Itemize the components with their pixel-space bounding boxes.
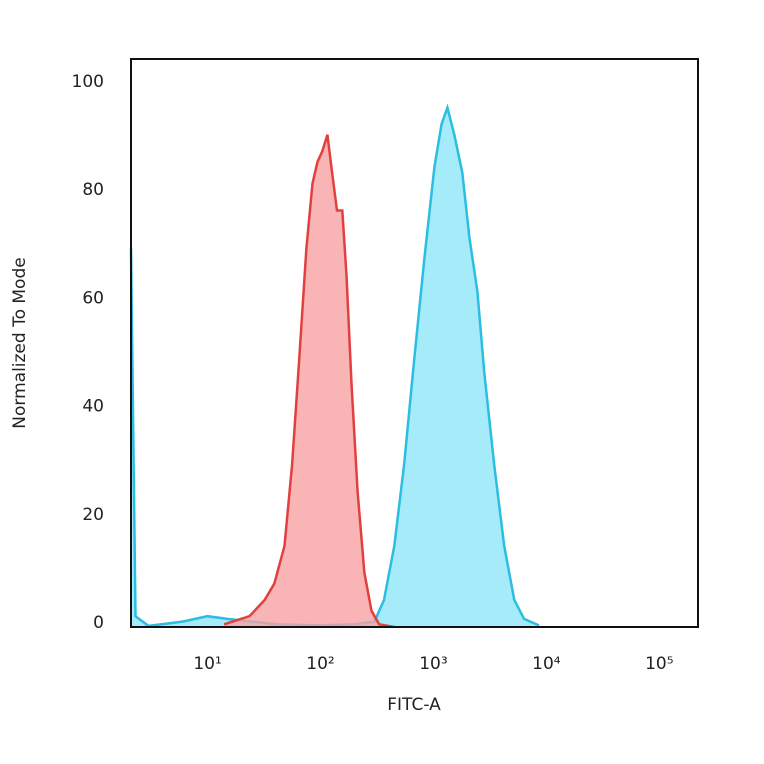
area-fill	[224, 134, 395, 627]
y-tick-label: 60	[82, 288, 104, 308]
y-axis-label: Normalized To Mode	[10, 257, 30, 428]
plot-frame	[130, 58, 699, 628]
y-tick-label: 0	[93, 613, 104, 633]
x-tick-label: 10³	[419, 654, 447, 674]
x-axis-label: FITC-A	[387, 695, 441, 715]
y-tick-label: 20	[82, 505, 104, 525]
series-line	[223, 134, 395, 629]
y-tick-label: 100	[72, 72, 104, 92]
y-tick-label: 40	[82, 397, 104, 417]
x-tick-label: 10¹	[193, 654, 221, 674]
series-line	[129, 103, 540, 628]
y-tick-label: 80	[82, 180, 104, 200]
x-tick-label: 10⁴	[532, 654, 561, 674]
x-tick-label: 10⁵	[645, 654, 673, 674]
x-tick-label: 10²	[306, 654, 334, 674]
area-fill	[131, 107, 539, 627]
